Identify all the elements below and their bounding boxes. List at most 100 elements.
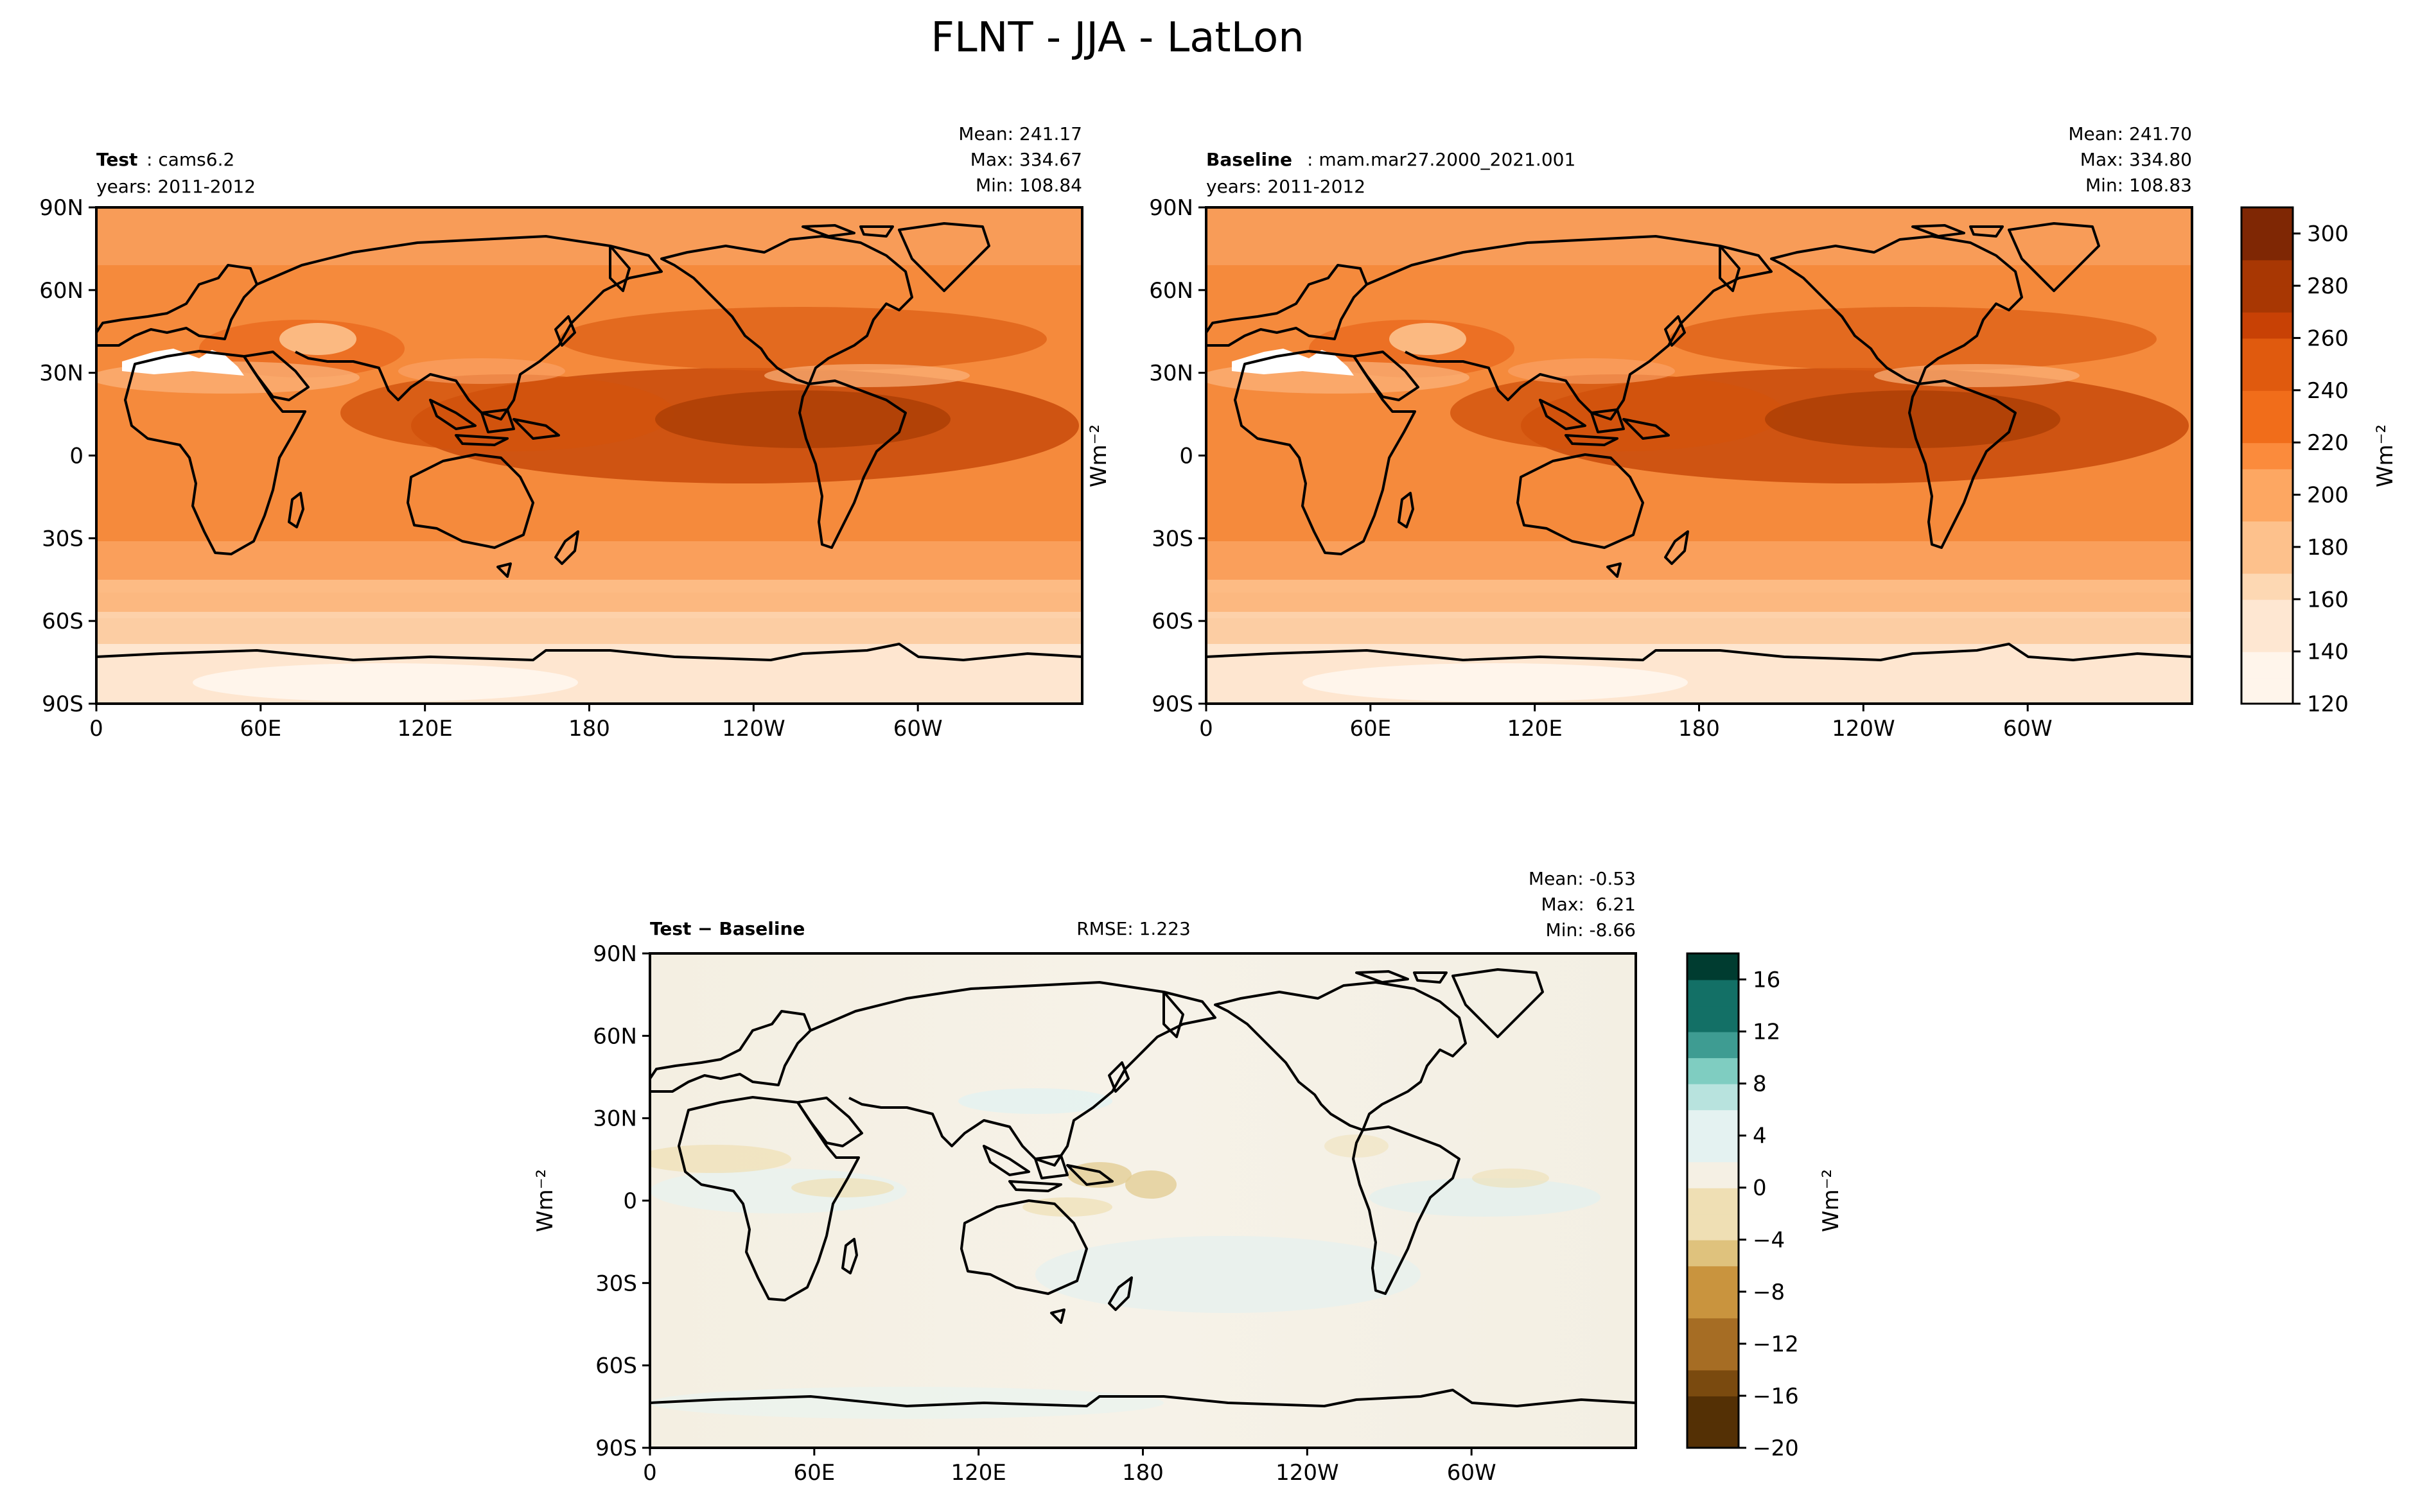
lat-tick-label: 90N bbox=[593, 941, 637, 967]
colorbar-absolute-tick-label: 260 bbox=[2307, 326, 2349, 351]
lat-tick-label: 0 bbox=[623, 1188, 637, 1214]
colorbar-difference-tick-label: −12 bbox=[1753, 1332, 1799, 1357]
lat-tick-label: 30N bbox=[593, 1106, 637, 1132]
lat-tick-label: 60N bbox=[39, 278, 83, 304]
colorbar-absolute-swatch bbox=[2241, 442, 2293, 469]
lat-tick-label: 60N bbox=[593, 1023, 637, 1049]
colorbar-absolute-tick-label: 180 bbox=[2307, 535, 2349, 560]
baseline-min: Min: 108.83 bbox=[2085, 175, 2192, 196]
lat-tick-label: 90N bbox=[1149, 195, 1193, 221]
colorbar-absolute-swatch bbox=[2241, 364, 2293, 391]
lon-tick-label: 180 bbox=[1678, 716, 1720, 742]
figure-title: FLNT - JJA - LatLon bbox=[931, 14, 1304, 62]
colorbar-difference-tick-label: 8 bbox=[1753, 1072, 1767, 1097]
colorbar-absolute-swatch bbox=[2241, 259, 2293, 287]
test-mean: Mean: 241.17 bbox=[958, 123, 1082, 144]
colorbar-absolute-tick-label: 220 bbox=[2307, 430, 2349, 456]
colorbar-absolute-tick-label: 300 bbox=[2307, 222, 2349, 247]
lon-tick-label: 0 bbox=[643, 1460, 657, 1486]
lon-tick-label: 60E bbox=[793, 1460, 835, 1486]
lat-tick-label: 0 bbox=[1179, 444, 1193, 469]
test-label-rest: : cams6.2 bbox=[146, 149, 234, 170]
colorbar-difference-tick-label: 12 bbox=[1753, 1020, 1780, 1045]
colorbar-absolute-swatch bbox=[2241, 625, 2293, 652]
lon-tick-label: 120E bbox=[951, 1460, 1006, 1486]
colorbar-difference-tick-label: −8 bbox=[1753, 1280, 1785, 1305]
lon-tick-label: 60E bbox=[1349, 716, 1391, 742]
colorbar-difference-swatch bbox=[1687, 1291, 1739, 1319]
lat-tick-label: 30N bbox=[39, 361, 83, 387]
difference-min: Min: -8.66 bbox=[1546, 919, 1636, 941]
lon-tick-label: 60W bbox=[893, 716, 943, 742]
lon-tick-label: 0 bbox=[89, 716, 103, 742]
colorbar-difference: 16 12 8 4 0 −4 −8 −12 −16 −20 Wm⁻² bbox=[1686, 952, 1844, 1461]
colorbar-difference-tick-label: −4 bbox=[1753, 1228, 1785, 1253]
colorbar-difference-swatch bbox=[1687, 1213, 1739, 1240]
colorbar-absolute-tick-label: 120 bbox=[2307, 691, 2349, 717]
lat-tick-label: 30S bbox=[1152, 526, 1193, 552]
colorbar-difference-swatch bbox=[1687, 1083, 1739, 1111]
baseline-map-field bbox=[1206, 207, 2192, 704]
colorbar-absolute-swatch bbox=[2241, 390, 2293, 417]
difference-ylabel: Wm⁻² bbox=[532, 1169, 558, 1232]
shared-ylabel: Wm⁻² bbox=[1086, 424, 1112, 487]
colorbar-absolute-swatch bbox=[2241, 677, 2293, 704]
baseline-max: Max: 334.80 bbox=[2080, 149, 2192, 170]
colorbar-difference-swatch bbox=[1687, 1239, 1739, 1267]
colorbar-absolute-swatch bbox=[2241, 311, 2293, 339]
lon-tick-label: 180 bbox=[1122, 1460, 1164, 1486]
lon-tick-label: 120E bbox=[397, 716, 452, 742]
lon-tick-label: 120W bbox=[722, 716, 785, 742]
lat-tick-label: 90S bbox=[595, 1436, 637, 1461]
colorbar-absolute-swatch bbox=[2241, 573, 2293, 600]
lat-tick-label: 90N bbox=[39, 195, 83, 221]
colorbar-absolute-tick-label: 140 bbox=[2307, 639, 2349, 665]
colorbar-difference-tick-label: −20 bbox=[1753, 1436, 1799, 1461]
lon-tick-label: 120W bbox=[1276, 1460, 1339, 1486]
test-max: Max: 334.67 bbox=[970, 149, 1082, 170]
colorbar-absolute: 120 140 160 180 200 220 240 260 280 300 Wm⁻² bbox=[2240, 206, 2398, 717]
panel-baseline: Baseline : mam.mar27.2000_2021.001 years… bbox=[1086, 123, 2193, 742]
colorbar-absolute-swatch bbox=[2241, 338, 2293, 365]
lon-tick-label: 60W bbox=[2003, 716, 2053, 742]
lon-tick-label: 120W bbox=[1832, 716, 1895, 742]
colorbar-absolute-swatch bbox=[2241, 651, 2293, 679]
colorbar-difference-swatch bbox=[1687, 1265, 1739, 1292]
colorbar-difference-swatch bbox=[1687, 1369, 1739, 1396]
colorbar-difference-swatch bbox=[1687, 1395, 1739, 1423]
lon-tick-label: 60E bbox=[240, 716, 281, 742]
test-label-bold: Test bbox=[96, 149, 137, 170]
colorbar-difference-swatch bbox=[1687, 1317, 1739, 1344]
difference-map-field bbox=[650, 953, 1636, 1448]
colorbar-absolute-swatch bbox=[2241, 599, 2293, 626]
colorbar-absolute-swatch bbox=[2241, 286, 2293, 313]
difference-label: Test − Baseline bbox=[650, 918, 805, 939]
colorbar-difference-swatch bbox=[1687, 1135, 1739, 1163]
lat-tick-label: 30N bbox=[1149, 361, 1193, 387]
colorbar-absolute-unit: Wm⁻² bbox=[2372, 424, 2398, 487]
colorbar-difference-tick-label: 4 bbox=[1753, 1124, 1767, 1149]
baseline-years: years: 2011-2012 bbox=[1206, 176, 1365, 197]
test-min: Min: 108.84 bbox=[976, 175, 1082, 196]
colorbar-absolute-tick-label: 200 bbox=[2307, 483, 2349, 508]
colorbar-absolute-swatch bbox=[2241, 546, 2293, 574]
baseline-mean: Mean: 241.70 bbox=[2068, 123, 2192, 144]
colorbar-difference-swatch bbox=[1687, 1109, 1739, 1136]
colorbar-difference-swatch bbox=[1687, 1005, 1739, 1032]
lat-tick-label: 90S bbox=[42, 691, 83, 717]
colorbar-absolute-swatch bbox=[2241, 207, 2293, 234]
colorbar-difference-swatch bbox=[1687, 953, 1739, 980]
test-map-field bbox=[96, 207, 1082, 704]
colorbar-difference-swatch bbox=[1687, 1187, 1739, 1215]
colorbar-absolute-swatch bbox=[2241, 233, 2293, 261]
panel-difference: Test − Baseline RMSE: 1.223 Mean: -0.53 … bbox=[532, 868, 1637, 1486]
difference-max: Max: 6.21 bbox=[1541, 894, 1636, 915]
colorbar-difference-tick-label: 0 bbox=[1753, 1176, 1767, 1201]
difference-mean: Mean: -0.53 bbox=[1529, 868, 1636, 889]
lon-tick-label: 0 bbox=[1199, 716, 1213, 742]
colorbar-difference-swatch bbox=[1687, 1031, 1739, 1059]
colorbar-absolute-tick-label: 160 bbox=[2307, 587, 2349, 613]
colorbar-absolute-tick-label: 240 bbox=[2307, 378, 2349, 404]
test-years: years: 2011-2012 bbox=[96, 176, 256, 197]
